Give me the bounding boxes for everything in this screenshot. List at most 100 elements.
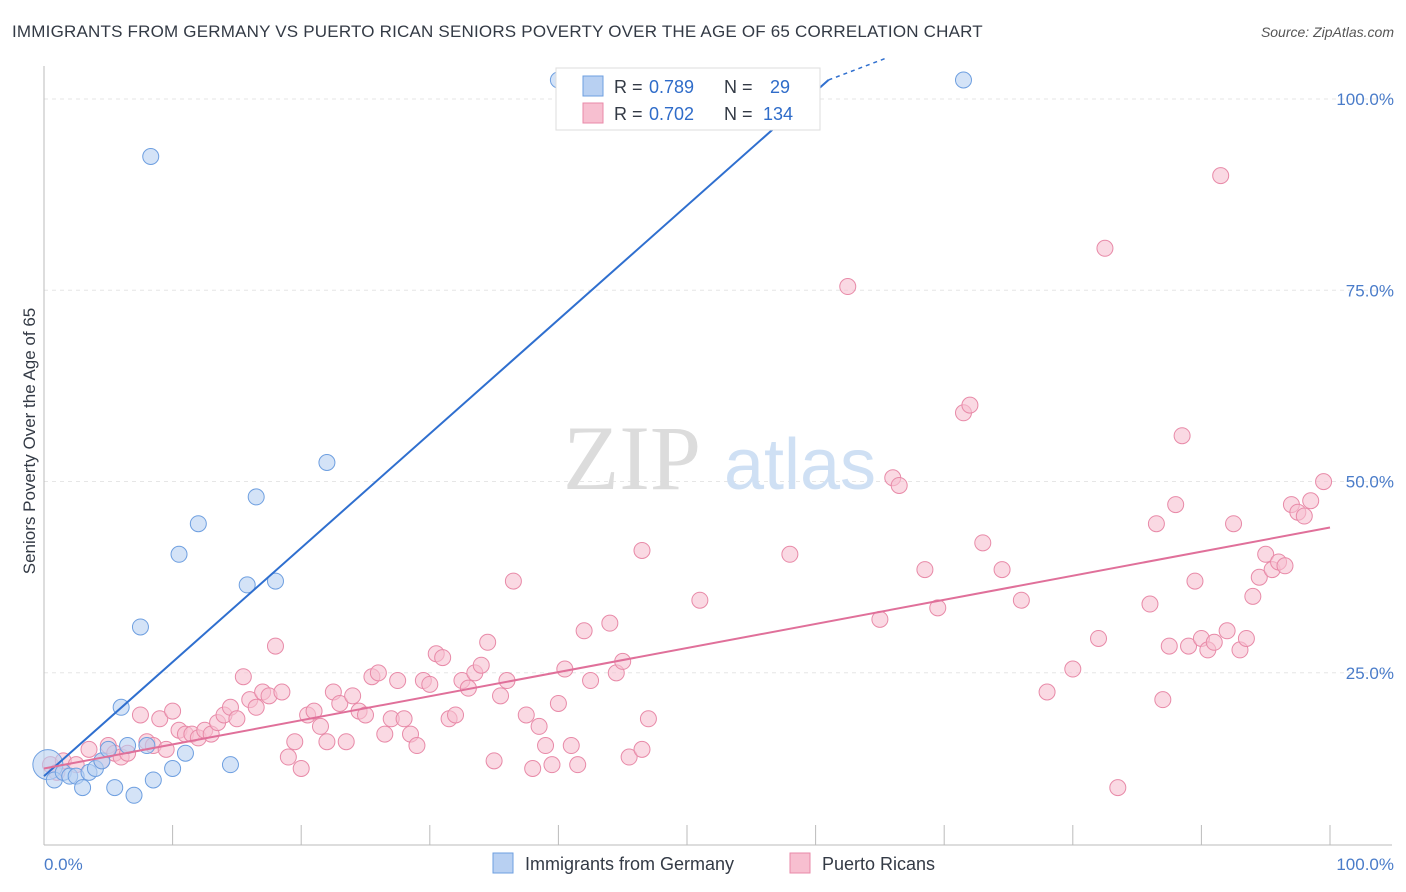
point-puerto-ricans-41 [331, 694, 349, 712]
point-puerto-ricans-71 [530, 717, 548, 735]
point-puerto-ricans-25 [228, 710, 246, 728]
legend: Immigrants from Germany Puerto Ricans [492, 852, 935, 874]
y-axis-title: Seniors Poverty Over the Age of 65 [20, 308, 39, 574]
point-puerto-ricans-118 [1225, 515, 1243, 533]
point-puerto-ricans-115 [1205, 633, 1223, 651]
point-germany-25 [318, 454, 336, 471]
watermark: ZIP atlas [563, 407, 876, 509]
point-puerto-ricans-84 [633, 740, 651, 758]
point-puerto-ricans-79 [582, 672, 600, 690]
point-puerto-ricans-112 [1186, 572, 1204, 590]
point-puerto-ricans-96 [961, 396, 979, 414]
point-puerto-ricans-83 [620, 748, 638, 766]
point-puerto-ricans-116 [1212, 167, 1230, 185]
point-germany-24 [266, 572, 284, 590]
point-germany-23 [247, 488, 265, 506]
point-puerto-ricans-13 [151, 710, 169, 728]
y-tick-label-1: 50.0% [1346, 473, 1394, 492]
trend-line-germany [43, 79, 830, 777]
point-puerto-ricans-47 [369, 664, 387, 682]
point-puerto-ricans-98 [993, 561, 1011, 579]
stats-n-label-germany: N = [724, 77, 753, 97]
point-puerto-ricans-64 [479, 633, 497, 651]
point-puerto-ricans-97 [974, 534, 992, 552]
point-puerto-ricans-33 [279, 748, 297, 766]
point-puerto-ricans-53 [408, 737, 426, 755]
germany-points [32, 71, 972, 804]
y-tick-label-3: 100.0% [1336, 90, 1394, 109]
point-puerto-ricans-51 [395, 710, 413, 728]
point-puerto-ricans-57 [434, 649, 452, 667]
point-puerto-ricans-117 [1218, 622, 1236, 640]
point-puerto-ricans-78 [575, 622, 593, 640]
point-puerto-ricans-85 [633, 541, 651, 559]
trend-line-extension-germany [828, 57, 887, 81]
point-puerto-ricans-94 [929, 599, 947, 617]
legend-label-germany: Immigrants from Germany [525, 854, 734, 874]
point-germany-5 [74, 779, 92, 797]
point-puerto-ricans-87 [691, 591, 709, 609]
point-puerto-ricans-130 [1302, 492, 1320, 510]
point-puerto-ricans-50 [389, 672, 407, 690]
point-germany-20 [189, 515, 207, 533]
point-puerto-ricans-129 [1295, 507, 1313, 525]
point-puerto-ricans-111 [1180, 637, 1198, 655]
point-puerto-ricans-34 [286, 733, 304, 751]
point-puerto-ricans-39 [318, 733, 336, 751]
point-puerto-ricans-104 [1109, 779, 1127, 797]
point-germany-28 [954, 71, 972, 89]
chart-title: IMMIGRANTS FROM GERMANY VS PUERTO RICAN … [12, 22, 983, 41]
point-germany-18 [170, 545, 188, 563]
point-puerto-ricans-26 [234, 668, 252, 686]
stats-r-value-puerto-ricans: 0.702 [649, 104, 694, 124]
legend-swatch-germany [492, 852, 514, 874]
point-germany-10 [106, 779, 124, 797]
point-germany-26 [142, 148, 160, 165]
point-puerto-ricans-70 [524, 760, 542, 777]
point-puerto-ricans-103 [1096, 239, 1114, 257]
point-puerto-ricans-43 [344, 687, 362, 705]
watermark-zip: ZIP [563, 407, 701, 509]
point-puerto-ricans-4 [80, 740, 98, 758]
point-puerto-ricans-110 [1173, 427, 1191, 445]
point-puerto-ricans-121 [1244, 587, 1262, 605]
point-germany-13 [125, 786, 143, 804]
point-germany-22 [238, 576, 256, 594]
y-tick-label-2: 75.0% [1346, 281, 1394, 300]
point-puerto-ricans-120 [1237, 629, 1255, 647]
stats-box: R = 0.789 N = 29 R = 0.702 N = 134 [555, 67, 821, 131]
point-puerto-ricans-68 [504, 572, 522, 590]
watermark-atlas: atlas [724, 425, 876, 505]
point-puerto-ricans-31 [266, 637, 284, 655]
point-puerto-ricans-101 [1064, 660, 1082, 678]
point-puerto-ricans-86 [639, 710, 657, 728]
point-puerto-ricans-99 [1012, 591, 1030, 609]
point-puerto-ricans-89 [839, 278, 857, 296]
puerto-ricans-points [41, 167, 1333, 797]
point-puerto-ricans-59 [447, 706, 465, 724]
point-puerto-ricans-74 [549, 694, 567, 712]
point-puerto-ricans-65 [485, 752, 503, 770]
axes [43, 66, 1392, 846]
stats-swatch-germany [582, 75, 604, 97]
point-puerto-ricans-100 [1038, 683, 1056, 701]
point-puerto-ricans-28 [247, 698, 265, 716]
point-puerto-ricans-122 [1250, 568, 1268, 586]
point-puerto-ricans-66 [492, 687, 510, 705]
x-tick-label-1: 100.0% [1336, 855, 1394, 874]
point-puerto-ricans-10 [131, 706, 149, 724]
trend-line-puerto-ricans [43, 526, 1331, 770]
stats-n-value-puerto-ricans: 134 [763, 104, 793, 124]
point-puerto-ricans-37 [305, 702, 323, 720]
point-puerto-ricans-102 [1090, 629, 1108, 647]
point-puerto-ricans-107 [1154, 691, 1172, 709]
point-puerto-ricans-73 [543, 756, 561, 774]
point-puerto-ricans-88 [781, 545, 799, 563]
point-puerto-ricans-55 [421, 675, 439, 693]
point-germany-16 [144, 771, 162, 789]
legend-swatch-puerto-ricans [789, 852, 811, 874]
point-puerto-ricans-69 [517, 706, 535, 724]
trend-lines [43, 57, 1331, 777]
point-germany-19 [176, 744, 194, 762]
point-germany-14 [131, 618, 149, 636]
